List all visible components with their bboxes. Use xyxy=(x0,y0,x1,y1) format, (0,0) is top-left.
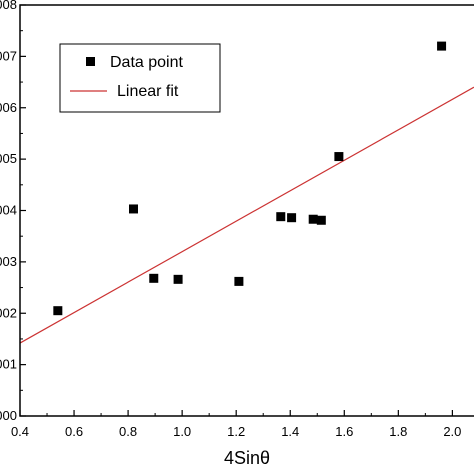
plot-area xyxy=(19,41,474,344)
data-point xyxy=(437,41,447,51)
x-tick-label: 2.0 xyxy=(443,424,461,439)
data-points xyxy=(53,41,447,316)
y-tick-label: 002 xyxy=(0,305,17,320)
data-point xyxy=(316,215,326,225)
data-point xyxy=(53,306,63,316)
plot-frame xyxy=(19,4,474,417)
x-tick-label: 1.0 xyxy=(173,424,191,439)
x-tick-label: 0.4 xyxy=(11,424,29,439)
data-point xyxy=(287,213,297,223)
y-tick-label: 004 xyxy=(0,203,17,218)
data-point xyxy=(129,204,138,214)
y-tick-label: 003 xyxy=(0,254,17,269)
x-tick-label: 0.6 xyxy=(65,424,83,439)
x-axis-title: 4Sinθ xyxy=(224,448,270,468)
y-tick-label: 006 xyxy=(0,100,17,115)
y-tick-label: 000 xyxy=(0,408,17,423)
y-tick-label: 008 xyxy=(0,0,17,12)
x-axis-ticks: 0.4 0.6 0.8 1.0 1.2 1.4 1.6 1.8 2.0 xyxy=(11,410,461,439)
legend-marker-data-point xyxy=(86,57,95,66)
legend-box xyxy=(59,43,221,113)
legend-label-linear-fit: Linear fit xyxy=(117,83,179,100)
y-tick-label: 005 xyxy=(0,151,17,166)
data-point xyxy=(173,274,183,284)
x-tick-label: 1.8 xyxy=(389,424,407,439)
x-tick-label: 0.8 xyxy=(119,424,137,439)
linear-fit-line xyxy=(19,86,474,344)
y-tick-label: 007 xyxy=(0,48,17,63)
x-tick-label: 1.2 xyxy=(227,424,245,439)
legend-label-data-point: Data point xyxy=(110,54,183,71)
x-tick-label: 1.4 xyxy=(281,424,299,439)
data-point xyxy=(234,276,244,286)
y-tick-label: 001 xyxy=(0,357,17,372)
x-tick-label: 1.6 xyxy=(335,424,353,439)
data-point xyxy=(149,273,159,283)
data-point xyxy=(276,212,286,222)
legend: Data point Linear fit xyxy=(59,43,221,113)
data-point xyxy=(334,152,344,162)
y-axis-ticks: 000 001 002 003 004 005 006 007 008 xyxy=(0,0,26,423)
data-point xyxy=(308,214,318,224)
